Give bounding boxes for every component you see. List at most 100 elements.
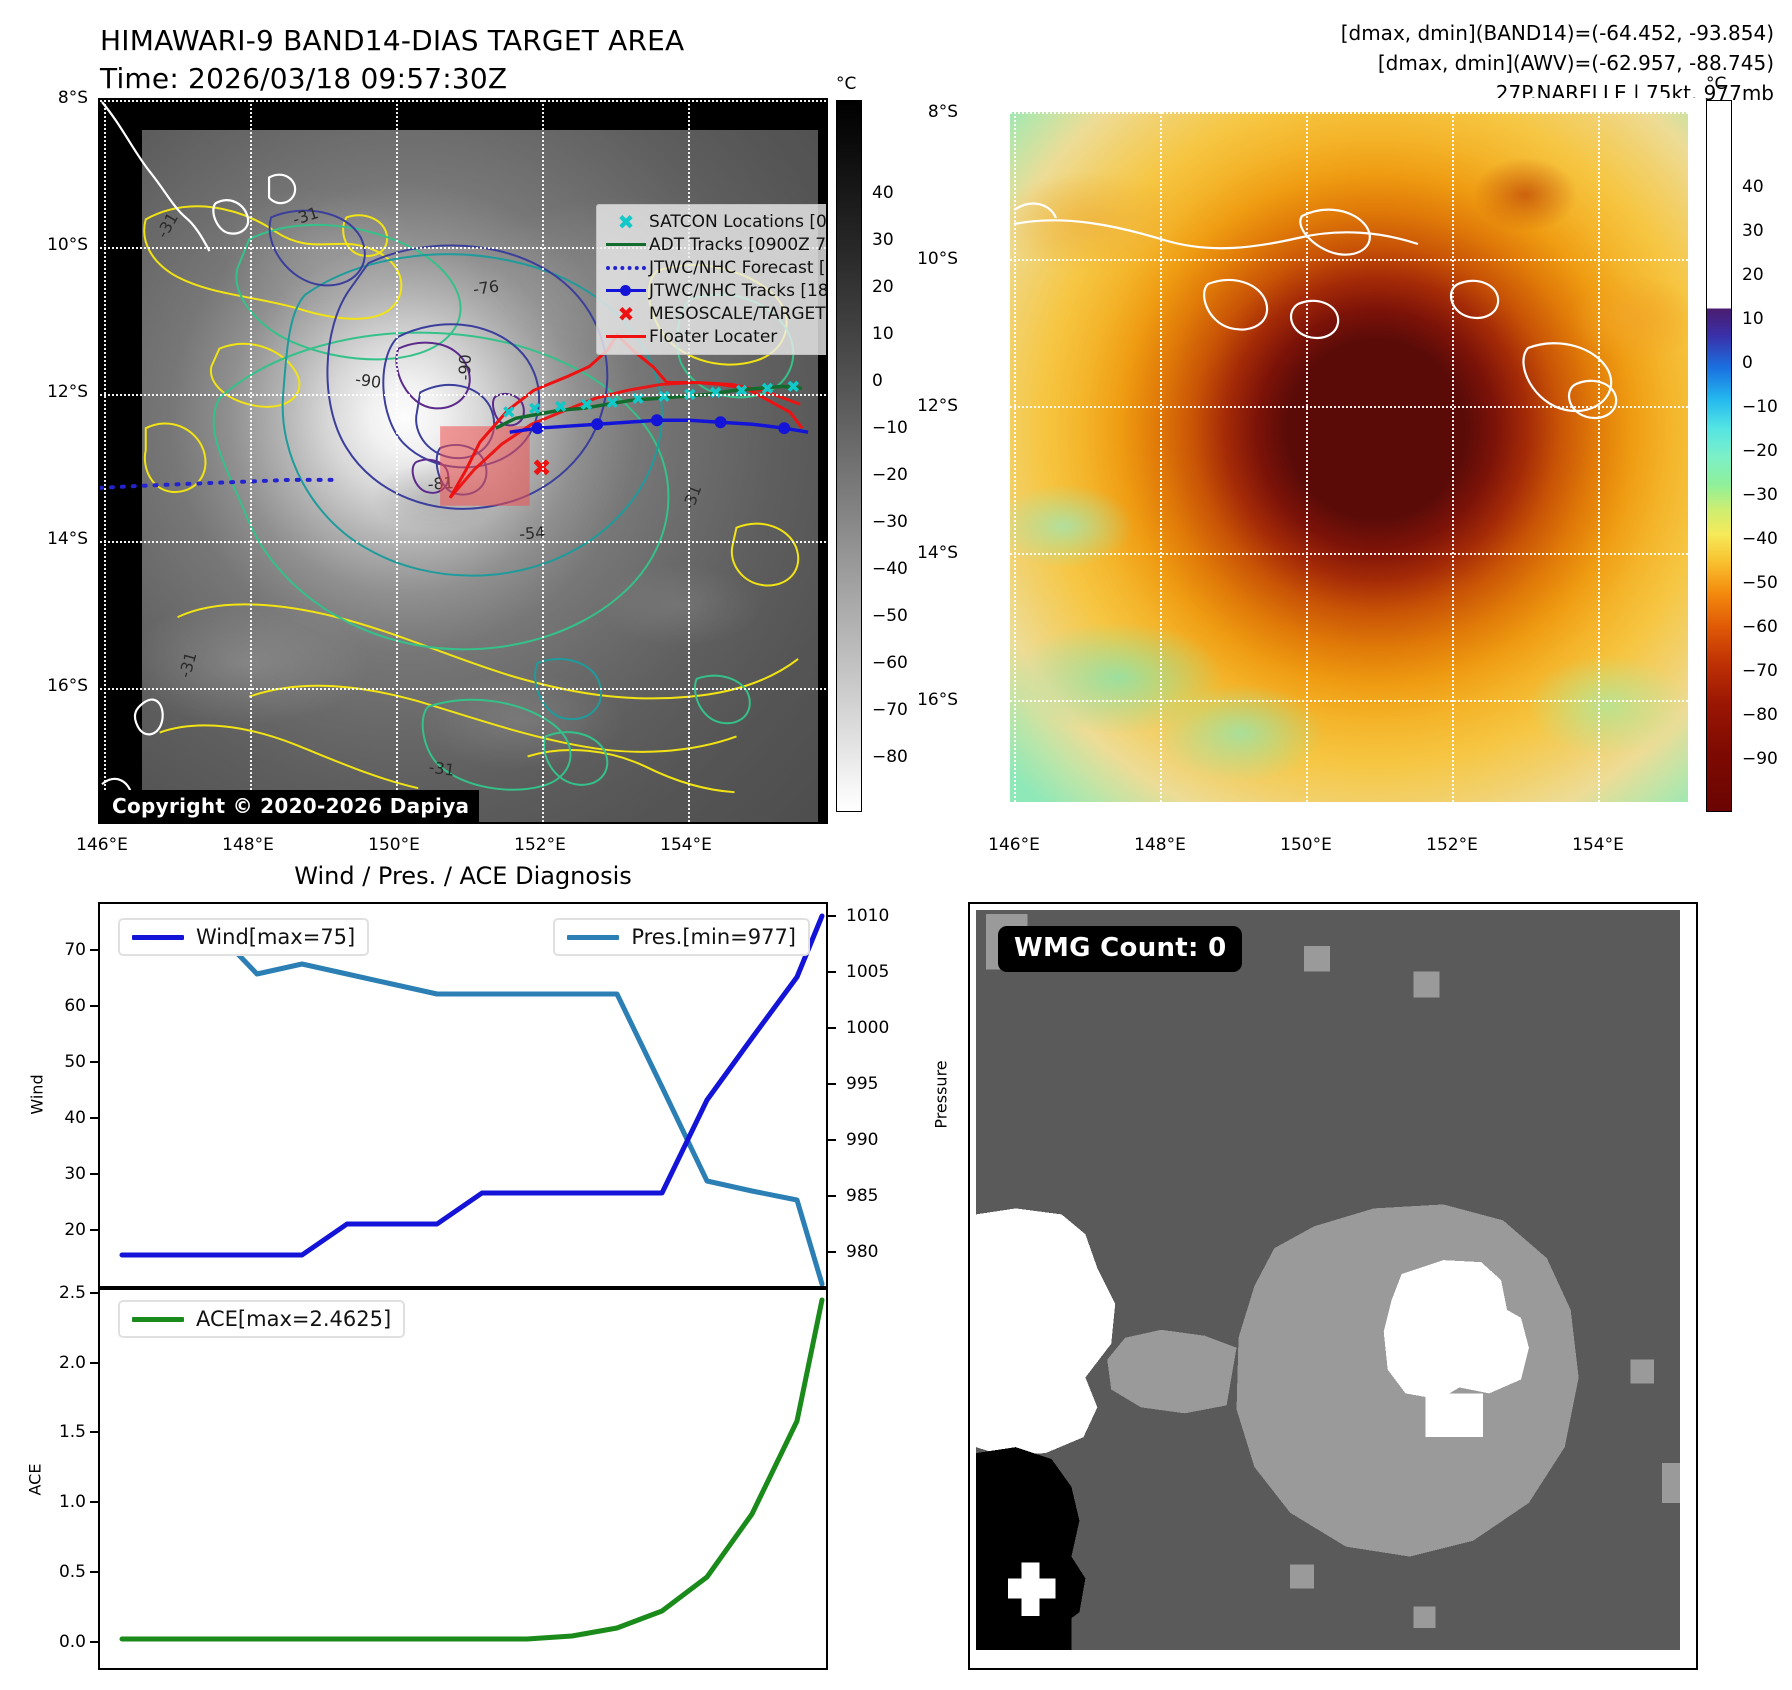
dmax-band14-text: [dmax, dmin](BAND14)=(-64.452, -93.854) [1340,21,1774,45]
wind-legend-line-icon [132,934,184,940]
colorbar-left-ticks: 40 30 20 10 0 −10 −20 −30 −40 −50 −60 −7… [872,183,908,767]
ace-line [119,1297,825,1642]
adt-line-icon [603,243,649,246]
band14-target-map[interactable]: -31 -76 -90 -90 -81 -54 -31 -31 -31 -31 [98,98,828,824]
wind-tick-label: 20 [64,1220,86,1240]
ace-legend[interactable]: ACE[max=2.4625] [118,1300,406,1338]
ir-margin-left [968,98,1010,824]
ace-tick-label: 1.5 [58,1422,86,1442]
colorbar-left [836,100,862,812]
ace-tick-label: 2.0 [58,1353,86,1373]
wind-legend[interactable]: Wind[max=75] [118,918,370,956]
lon-tick-label: 152°E [1426,835,1478,855]
legend-label: JTWC/NHC Forecast [18/0000Z] [649,257,826,278]
ir-margin-top [968,98,1698,112]
colorbar-right [1706,100,1732,812]
ir-cloud-texture [1010,112,1688,802]
legend-label: SATCON Locations [0530Z 64 984] [649,211,827,232]
data-void-top [100,100,826,130]
lat-tick-label: 10°S [47,235,88,255]
legend-label: JTWC/NHC Tracks [18/0600Z] [649,280,828,301]
lon-tick-label: 154°E [1572,835,1624,855]
pressure-tick-label: 980 [846,1242,879,1262]
pressure-tick-label: 990 [846,1130,879,1150]
pressure-tick-label: 1010 [846,906,890,926]
header-metadata: [dmax, dmin](BAND14)=(-64.452, -93.854) … [1341,18,1774,108]
pressure-axis-label: Pressure [931,1060,951,1129]
pressure-tick-label: 985 [846,1186,879,1206]
jtwc-line-dot-icon [603,285,649,296]
lon-tick-label: 148°E [222,835,274,855]
lat-tick-label: 16°S [47,676,88,696]
pressure-tick-label: 1000 [846,1018,890,1038]
chart-title: Wind / Pres. / ACE Diagnosis [294,862,632,890]
legend-row-jtwc[interactable]: JTWC/NHC Tracks [18/0600Z] [603,279,828,302]
forecast-dotted-icon [603,265,649,270]
title-line: HIMAWARI-9 BAND14-DIAS TARGET AREA [100,24,685,57]
legend-row-adt[interactable]: ADT Tracks [0900Z 74.6 977.4] [603,233,827,256]
ace-tick-label: 1.0 [58,1492,86,1512]
colorbar-right-ticks: 40 30 20 10 0 −10 −20 −30 −40 −50 −60 −7… [1742,177,1778,769]
data-void-left [100,100,142,822]
colorbar-right-title: °C [1706,74,1727,94]
floater-line-icon [603,335,649,338]
lon-tick-label: 152°E [514,835,566,855]
pressure-tick-label: 995 [846,1074,879,1094]
pressure-legend[interactable]: Pres.[min=977] [553,918,810,956]
lat-tick-label: 16°S [917,690,958,710]
ace-tick-label: 2.5 [58,1283,86,1303]
wmg-cluster-panel[interactable]: WMG Count: 0 [968,902,1698,1670]
legend-row-floater[interactable]: Floater Locater [603,325,826,348]
wind-pressure-plot[interactable]: Wind[max=75] Pres.[min=977] [98,902,828,1288]
dmax-awv-text: [dmax, dmin](AWV)=(-62.957, -88.745) [1377,51,1774,75]
ir-margin-right [1688,98,1698,824]
ace-tick-label: 0.0 [58,1632,86,1652]
data-void-right [818,100,826,822]
lon-tick-label: 154°E [660,835,712,855]
ace-plot[interactable]: ACE[max=2.4625] [98,1288,828,1670]
lon-tick-label: 146°E [988,835,1040,855]
lat-tick-label: 14°S [47,529,88,549]
page-title: HIMAWARI-9 BAND14-DIAS TARGET AREA Time:… [100,22,684,98]
lon-tick-label: 146°E [76,835,128,855]
wind-tick-label: 60 [64,996,86,1016]
ace-legend-label: ACE[max=2.4625] [196,1307,392,1331]
lat-tick-label: 12°S [917,396,958,416]
lon-tick-label: 150°E [368,835,420,855]
wind-legend-label: Wind[max=75] [196,925,356,949]
ace-legend-line-icon [132,1316,184,1322]
wmg-count-badge: WMG Count: 0 [998,926,1243,972]
wind-tick-label: 50 [64,1052,86,1072]
wind-tick-label: 40 [64,1108,86,1128]
wind-tick-label: 30 [64,1164,86,1184]
legend-label: ADT Tracks [0900Z 74.6 977.4] [649,234,827,255]
legend-row-mesoscale[interactable]: ✖ MESOSCALE/TARGET Location [603,301,826,326]
lat-tick-label: 8°S [927,102,958,122]
lat-tick-label: 14°S [917,543,958,563]
wind-line [119,913,825,1258]
ace-tick-label: 0.5 [58,1562,86,1582]
legend-row-forecast[interactable]: JTWC/NHC Forecast [18/0000Z] [603,256,826,279]
wmg-cluster-shapes [976,910,1690,1662]
lon-tick-label: 150°E [1280,835,1332,855]
map-legend[interactable]: ✖ SATCON Locations [0530Z 64 984] ADT Tr… [596,204,828,355]
mesoscale-x-icon: ✖ [617,301,635,326]
lon-tick-label: 148°E [1134,835,1186,855]
ir-margin-bottom [968,802,1698,824]
colorbar-left-title: °C [836,74,857,94]
wind-pressure-lines [119,913,825,1286]
lat-tick-label: 10°S [917,249,958,269]
pressure-legend-line-icon [567,934,620,940]
time-line: Time: 2026/03/18 09:57:30Z [100,61,508,95]
legend-row-satcon[interactable]: ✖ SATCON Locations [0530Z 64 984] [603,209,827,234]
satcon-x-icon: ✖ [617,209,635,234]
legend-label: MESOSCALE/TARGET Location [649,303,826,324]
pressure-line [119,924,825,1286]
wind-tick-label: 70 [64,940,86,960]
pressure-legend-label: Pres.[min=977] [631,925,796,949]
enhanced-ir-map[interactable] [968,98,1698,824]
pressure-tick-label: 1005 [846,962,890,982]
legend-label: Floater Locater [649,326,778,347]
lat-tick-label: 8°S [57,88,88,108]
copyright-banner: Copyright © 2020-2026 Dapiya [100,790,480,822]
